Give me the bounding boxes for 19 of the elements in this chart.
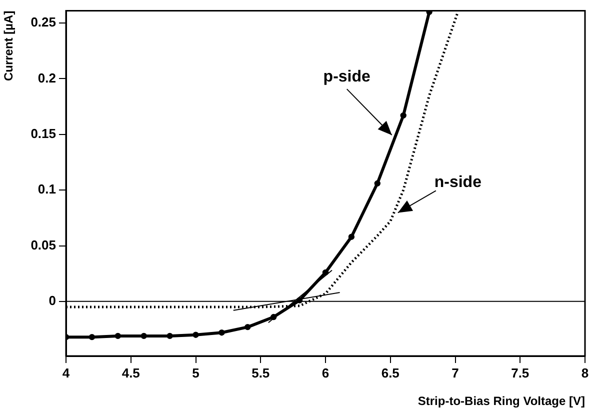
x-tick-label: 5.5 bbox=[252, 365, 270, 380]
series-label: n-side bbox=[434, 174, 482, 192]
x-tick-label: 4 bbox=[62, 365, 70, 380]
x-tick-label: 5 bbox=[192, 365, 200, 380]
x-tick-label: 6.5 bbox=[381, 365, 400, 380]
y-tick-label: 0 bbox=[48, 293, 56, 308]
x-tick-label: 8 bbox=[581, 365, 589, 380]
y-axis-title: Current [µA] bbox=[2, 10, 16, 82]
y-tick-label: 0.15 bbox=[30, 126, 56, 141]
y-tick-label: 0.1 bbox=[38, 182, 56, 197]
text: p-side bbox=[323, 68, 371, 86]
x-tick-label: 4.5 bbox=[122, 365, 140, 380]
y-tick-label: 0.05 bbox=[30, 237, 56, 252]
x-tick-label: 6 bbox=[322, 365, 330, 380]
y-tick-label: 0.2 bbox=[38, 70, 56, 86]
x-tick-label: 7.5 bbox=[511, 365, 530, 380]
x-axis-title: Strip-to-Bias Ring Voltage [V] bbox=[418, 394, 586, 408]
x-tick-label: 7 bbox=[452, 365, 459, 380]
y-tick-label: 0.25 bbox=[30, 14, 56, 30]
